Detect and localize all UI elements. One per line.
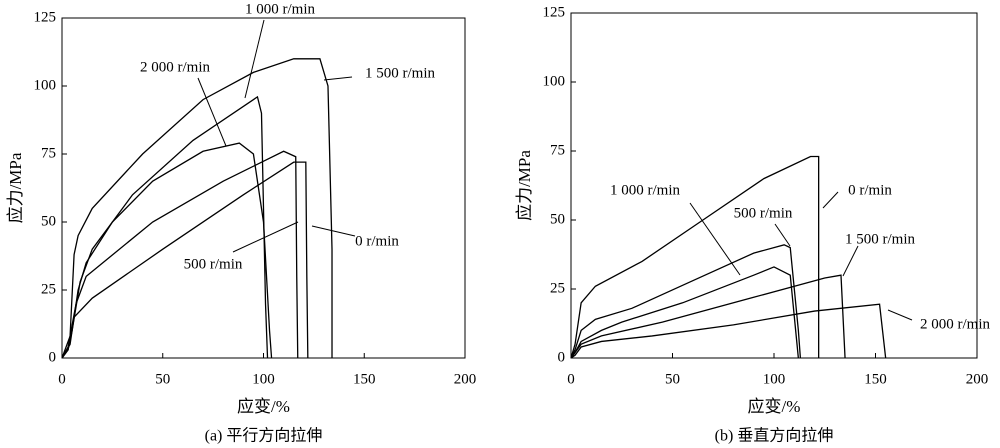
x-tick-label: 50 [665, 371, 680, 387]
y-tick-label: 100 [34, 77, 57, 93]
x-axis-label: 应变/% [237, 397, 290, 416]
y-axis-label: 应力/MPa [6, 152, 25, 223]
series-label: 0 r/min [848, 182, 892, 198]
series-label: 2 000 r/min [920, 316, 990, 332]
leader-line [311, 225, 356, 237]
series-label: 1 500 r/min [365, 65, 435, 81]
leader-line [774, 223, 791, 247]
leader-line [232, 221, 299, 253]
series-label: 1 000 r/min [610, 182, 680, 198]
curve [570, 155, 820, 359]
chart-title: (b) 垂直方向拉伸 [715, 427, 834, 445]
x-axis-label: 应变/% [748, 397, 801, 416]
y-tick-label: 50 [41, 213, 56, 229]
y-tick-label: 100 [543, 73, 566, 89]
series-label: 2 000 r/min [140, 59, 210, 75]
y-tick-label: 75 [41, 145, 56, 161]
x-tick-label: 0 [58, 371, 66, 387]
series-label: 1 500 r/min [845, 231, 915, 247]
x-tick-label: 50 [155, 371, 170, 387]
curve [570, 303, 887, 359]
y-tick-label: 125 [543, 4, 566, 20]
curve [570, 274, 846, 359]
y-tick-label: 125 [34, 9, 57, 25]
x-tick-label: 150 [864, 371, 887, 387]
series-label: 0 r/min [355, 233, 399, 249]
leader-line [689, 202, 741, 276]
leader-line [323, 76, 353, 81]
series-label: 1 000 r/min [245, 1, 315, 17]
x-tick-label: 200 [454, 371, 477, 387]
curve [61, 150, 299, 359]
y-tick-label: 25 [41, 281, 56, 297]
y-axis-label: 应力/MPa [515, 150, 534, 221]
curve [61, 58, 333, 359]
curve [570, 244, 802, 359]
x-tick-label: 100 [763, 371, 786, 387]
leader-line [887, 309, 913, 321]
y-tick-label: 0 [558, 349, 566, 365]
x-tick-label: 200 [966, 371, 989, 387]
series-label: 500 r/min [734, 205, 793, 221]
y-tick-label: 50 [550, 211, 565, 227]
series-label: 500 r/min [184, 256, 243, 272]
curve [61, 95, 269, 359]
leader-line [197, 77, 227, 147]
leader-line [244, 19, 265, 99]
x-tick-label: 150 [353, 371, 376, 387]
leader-line [842, 245, 859, 277]
chart-title: (a) 平行方向拉伸 [205, 427, 323, 445]
y-tick-label: 75 [550, 142, 565, 158]
leader-line [822, 191, 839, 209]
y-tick-label: 0 [49, 349, 57, 365]
x-tick-label: 100 [252, 371, 275, 387]
curve [61, 142, 273, 359]
y-tick-label: 25 [550, 280, 565, 296]
x-tick-label: 0 [567, 371, 575, 387]
curve [570, 266, 800, 359]
